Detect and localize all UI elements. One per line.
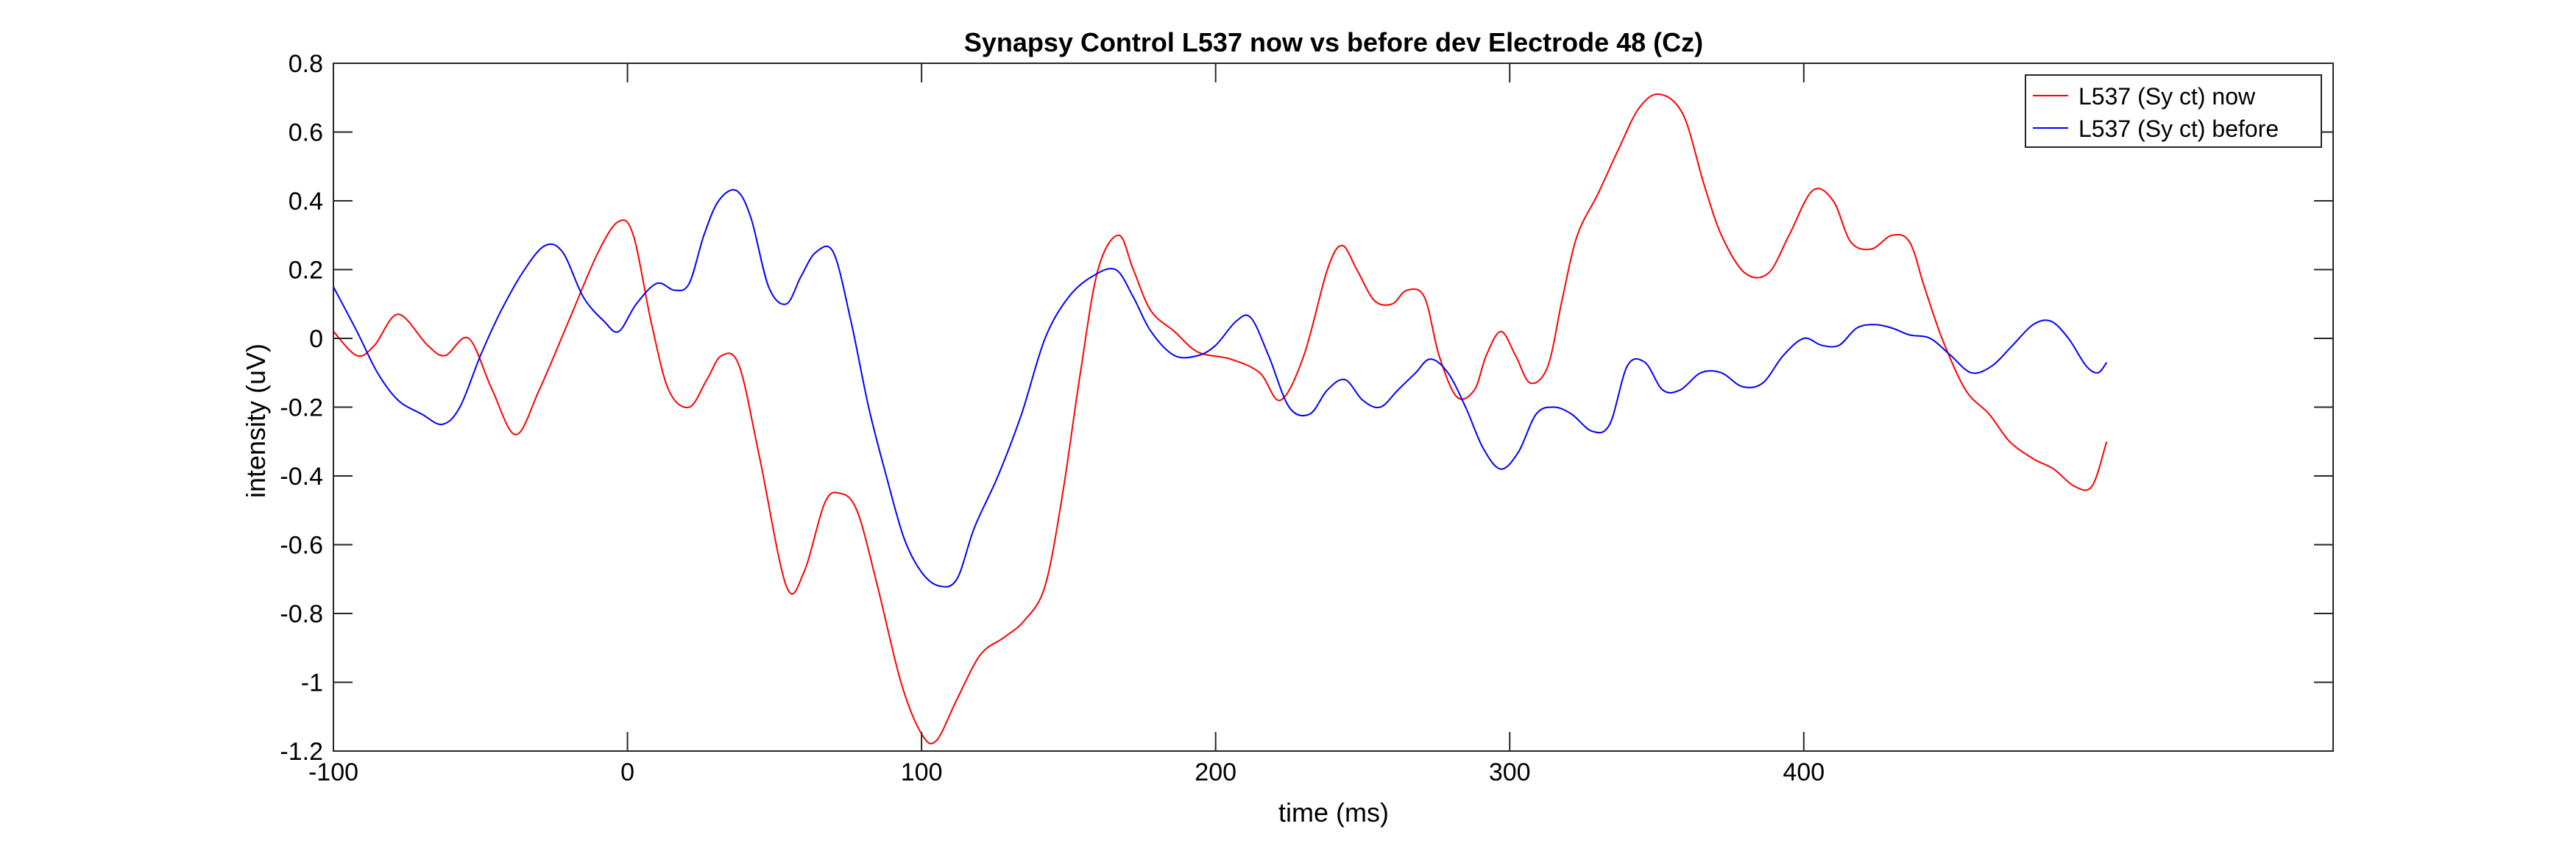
legend-box	[2025, 74, 2322, 148]
x-tick-label: 0	[620, 758, 634, 786]
legend-label-before: L537 (Sy ct) before	[2078, 115, 2279, 142]
x-axis-label: time (ms)	[1278, 797, 1389, 828]
x-tick-label: 200	[1195, 758, 1236, 786]
x-tick-label: 300	[1489, 758, 1531, 786]
y-tick-label: 0.2	[289, 257, 323, 285]
series-line-before	[333, 189, 2108, 588]
tick-layer: -100 0 100 200 300 400 -1.2 -1 -0.8 -0.6 -0.4 -0.2 0…	[280, 50, 2333, 786]
x-tick-label: 100	[901, 758, 943, 786]
y-tick-label: -1	[301, 669, 323, 697]
y-axis-label: intensity (uV)	[241, 344, 271, 498]
plot-area: -100 0 100 200 300 400 -1.2 -1 -0.8 -0.6 -0.4 -0.2 0…	[280, 50, 2334, 786]
x-tick-label: 400	[1783, 758, 1825, 786]
x-tick-label: -100	[308, 758, 358, 786]
y-tick-label: -0.8	[280, 600, 323, 628]
legend-label-now: L537 (Sy ct) now	[2078, 83, 2256, 110]
series-line-now	[333, 93, 2108, 744]
y-tick-label: 0.8	[289, 50, 323, 78]
y-tick-label: 0.6	[289, 119, 323, 147]
chart-title: Synapsy Control L537 now vs before dev E…	[964, 27, 1703, 57]
series-layer	[333, 93, 2108, 744]
y-tick-label: -0.2	[280, 394, 323, 422]
legend: L537 (Sy ct) now L537 (Sy ct) before	[2025, 74, 2322, 148]
y-tick-label: -0.4	[280, 463, 323, 491]
y-tick-label: -1.2	[280, 738, 323, 766]
y-tick-label: 0.4	[289, 188, 323, 216]
y-tick-label: 0	[309, 325, 323, 353]
y-tick-label: -0.6	[280, 532, 323, 560]
